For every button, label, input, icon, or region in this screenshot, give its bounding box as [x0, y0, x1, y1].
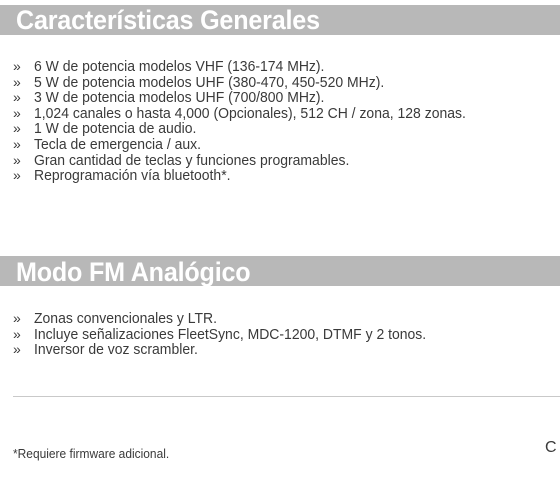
section-title-fm-analog: Modo FM Analógico	[0, 256, 560, 286]
section-title-general-text: Características Generales	[16, 5, 320, 35]
list-item: » Tecla de emergencia / aux.	[13, 135, 503, 153]
footnote-text: *Requiere firmware adicional.	[13, 446, 170, 461]
list-item: » Reprogramación vía bluetooth*.	[13, 168, 503, 184]
list-item: » 1,024 canales o hasta 4,000 (Opcionales…	[13, 104, 503, 122]
bullet-marker: »	[13, 104, 21, 121]
list-item: » 6 W de potencia modelos VHF (136-174 MH…	[13, 58, 503, 75]
list-item: » Inversor de voz scrambler.	[13, 342, 460, 358]
list-item-text: Reprogramación vía bluetooth*.	[34, 167, 231, 185]
bullet-marker: »	[13, 310, 21, 326]
list-item-text: Incluye señalizaciones FleetSync, MDC-12…	[34, 325, 427, 343]
list-item-text: Gran cantidad de teclas y funciones prog…	[34, 151, 350, 169]
footnote: *Requiere firmware adicional.	[13, 446, 183, 461]
section-title-fm-analog-text: Modo FM Analógico	[16, 257, 251, 287]
list-item: » 5 W de potencia modelos UHF (380-470, 4…	[13, 73, 503, 91]
corner-text: C	[545, 439, 557, 456]
bullet-marker: »	[13, 151, 21, 168]
list-item-text: 6 W de potencia modelos VHF (136-174 MHz…	[34, 58, 325, 75]
general-features-list: » 6 W de potencia modelos VHF (136-174 MH…	[13, 58, 503, 184]
bullet-marker: »	[13, 73, 21, 90]
list-item: » 3 W de potencia modelos UHF (700/800 MH…	[13, 90, 503, 106]
list-item: » Zonas convencionales y LTR.	[13, 310, 460, 327]
list-item-text: 3 W de potencia modelos UHF (700/800 MHz…	[34, 89, 325, 107]
fm-analog-features-list: » Zonas convencionales y LTR. » Incluye se…	[13, 310, 460, 358]
list-item-text: 1 W de potencia de audio.	[34, 120, 197, 138]
list-item-text: 5 W de potencia modelos UHF (380-470, 45…	[34, 73, 385, 91]
list-item-text: 1,024 canales o hasta 4,000 (Opcionales)…	[34, 104, 466, 122]
bullet-marker: »	[13, 325, 21, 342]
list-item-text: Inversor de voz scrambler.	[34, 341, 198, 359]
bullet-marker: »	[13, 341, 21, 358]
bullet-marker: »	[13, 135, 21, 152]
list-item-text: Zonas convencionales y LTR.	[34, 310, 218, 327]
bullet-marker: »	[13, 58, 21, 74]
bullet-marker: »	[13, 167, 21, 184]
list-item-text: Tecla de emergencia / aux.	[34, 135, 201, 153]
list-item: » Gran cantidad de teclas y funciones pro…	[13, 151, 503, 169]
bullet-marker: »	[13, 89, 21, 106]
list-item: » Incluye señalizaciones FleetSync, MDC-1…	[13, 325, 460, 343]
section-title-general: Características Generales	[0, 5, 560, 35]
divider	[13, 396, 560, 397]
bullet-marker: »	[13, 120, 21, 137]
list-item: » 1 W de potencia de audio.	[13, 121, 503, 137]
